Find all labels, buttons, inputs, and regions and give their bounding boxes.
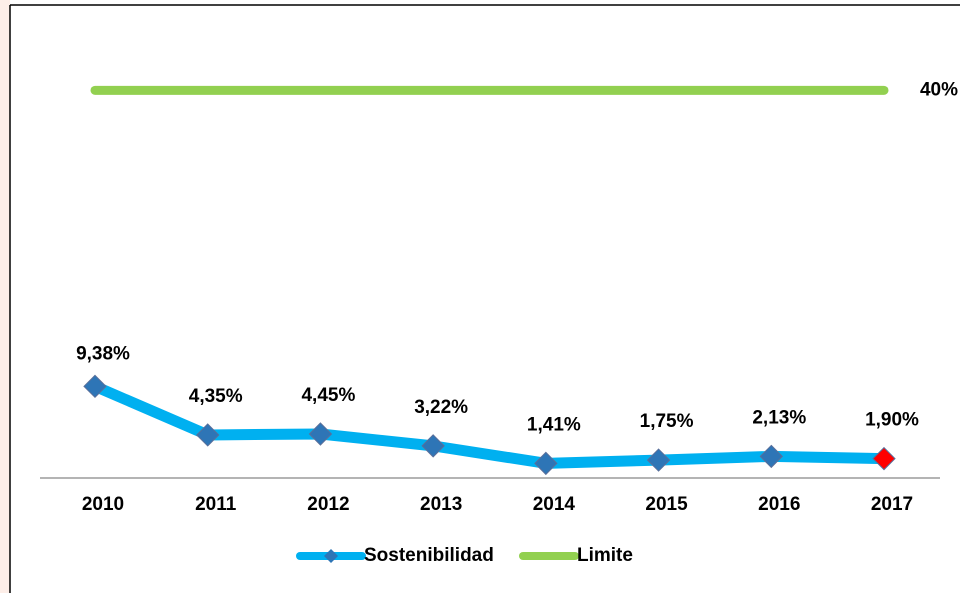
data-label: 4,45% — [301, 385, 355, 406]
x-tick-label: 2011 — [195, 494, 237, 515]
x-tick-label: 2012 — [307, 494, 349, 515]
x-tick-label: 2014 — [533, 494, 576, 515]
point-marker — [421, 434, 445, 458]
x-tick-label: 2016 — [758, 494, 800, 515]
point-marker — [872, 446, 896, 471]
data-label: 4,35% — [189, 386, 243, 407]
point-marker — [534, 451, 558, 476]
x-tick-label: 2017 — [871, 494, 913, 515]
legend-marker — [324, 549, 338, 563]
data-label: 1,75% — [640, 411, 694, 432]
legend-label: Limite — [577, 545, 633, 566]
data-label: 1,90% — [865, 410, 919, 431]
data-label: 3,22% — [414, 397, 468, 418]
series-line — [89, 380, 890, 469]
data-label: 2,13% — [752, 407, 806, 428]
point-marker — [759, 444, 783, 469]
legend-label: Sostenibilidad — [364, 545, 494, 566]
data-label: 9,38% — [76, 343, 130, 364]
point-marker — [308, 422, 333, 446]
data-label: 1,41% — [527, 414, 581, 435]
data-label: 40% — [920, 79, 958, 100]
point-marker — [83, 374, 107, 399]
point-marker — [646, 448, 671, 472]
x-tick-label: 2015 — [645, 494, 688, 515]
x-tick-label: 2013 — [420, 494, 462, 515]
side-strip — [0, 0, 10, 593]
x-tick-label: 2010 — [82, 494, 124, 515]
point-marker — [196, 423, 220, 447]
